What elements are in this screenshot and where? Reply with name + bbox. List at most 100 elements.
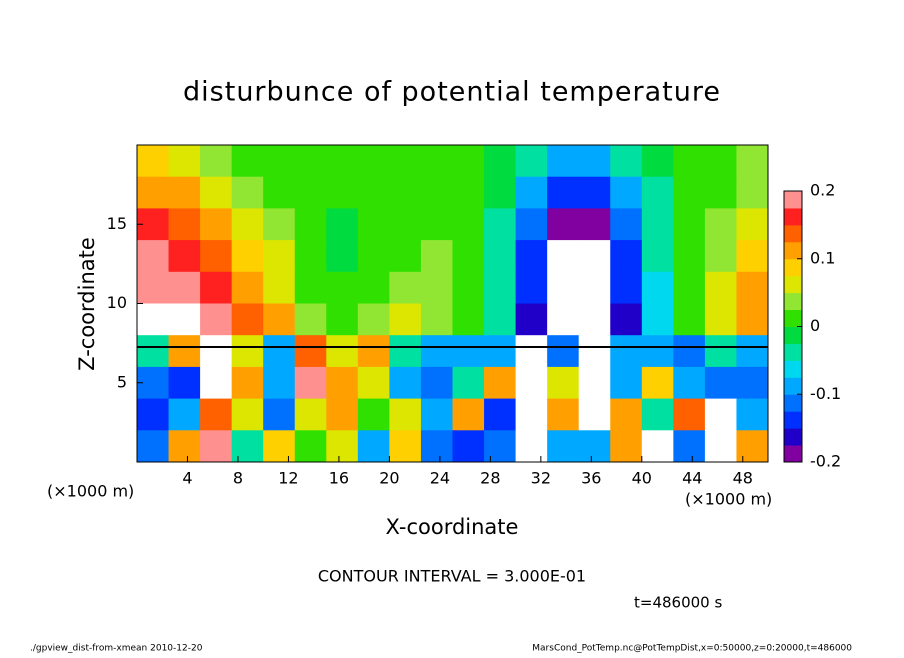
- cell: [547, 366, 580, 400]
- cell: [168, 430, 201, 463]
- cell: [420, 208, 453, 241]
- cell: [704, 240, 737, 273]
- cell: [547, 208, 580, 241]
- cell: [231, 176, 264, 209]
- cell: [578, 145, 611, 178]
- cell: [168, 240, 201, 273]
- x-tick-label: 4: [182, 469, 192, 488]
- cell: [578, 303, 611, 336]
- cell: [610, 398, 643, 431]
- cell: [231, 366, 264, 400]
- cell: [357, 240, 390, 273]
- cell: [736, 335, 769, 368]
- cell: [515, 240, 548, 273]
- cell: [610, 145, 643, 178]
- cell: [389, 208, 422, 241]
- cell: [263, 145, 296, 178]
- cell: [736, 366, 769, 400]
- cell: [231, 240, 264, 273]
- cell: [200, 208, 233, 241]
- chart-title: disturbunce of potential temperature: [183, 77, 721, 108]
- cell: [200, 303, 233, 336]
- cell: [641, 430, 674, 463]
- cell: [200, 271, 233, 304]
- cell: [263, 335, 296, 368]
- cell: [515, 303, 548, 336]
- cell: [137, 271, 170, 304]
- cell: [515, 366, 548, 400]
- cell: [704, 366, 737, 400]
- cell: [547, 430, 580, 463]
- cell: [263, 176, 296, 209]
- cell: [736, 303, 769, 336]
- cell: [641, 208, 674, 241]
- cell: [610, 271, 643, 304]
- cell: [294, 303, 327, 336]
- cell: [578, 271, 611, 304]
- colorbar-band: [784, 343, 802, 361]
- cell: [610, 303, 643, 336]
- cell: [452, 208, 485, 241]
- colorbar-band: [784, 309, 802, 327]
- colorbar-tick-label: 0.1: [810, 248, 835, 267]
- cell: [420, 335, 453, 368]
- y-tick-label: 15: [107, 214, 127, 233]
- x-tick-label: 24: [430, 469, 450, 488]
- x-tick-label: 32: [531, 469, 551, 488]
- cell: [673, 430, 706, 463]
- cell: [484, 335, 517, 368]
- cell: [420, 366, 453, 400]
- cell: [389, 240, 422, 273]
- cell: [263, 240, 296, 273]
- cell: [704, 430, 737, 463]
- cell: [263, 366, 296, 400]
- cell: [137, 176, 170, 209]
- cell: [263, 208, 296, 241]
- cell: [610, 366, 643, 400]
- cell: [357, 335, 390, 368]
- cell: [547, 398, 580, 431]
- cell: [137, 398, 170, 431]
- cell: [326, 430, 359, 463]
- cell: [641, 271, 674, 304]
- cell: [673, 398, 706, 431]
- cell: [326, 271, 359, 304]
- cell: [294, 430, 327, 463]
- x-tick-label: 40: [632, 469, 652, 488]
- cell: [484, 430, 517, 463]
- colorbar-band: [784, 445, 802, 463]
- cell: [137, 145, 170, 178]
- cell: [389, 271, 422, 304]
- x-tick-label: 8: [233, 469, 243, 488]
- cell: [231, 303, 264, 336]
- cell: [515, 430, 548, 463]
- time-note: t=486000 s: [634, 594, 722, 612]
- cell: [326, 145, 359, 178]
- cell: [704, 271, 737, 304]
- cell: [420, 176, 453, 209]
- cell: [326, 208, 359, 241]
- cell: [452, 366, 485, 400]
- colorbar-tick-label: 0: [810, 316, 820, 335]
- cell: [168, 398, 201, 431]
- colorbar-band: [784, 360, 802, 378]
- cell: [137, 335, 170, 368]
- cell: [704, 398, 737, 431]
- y-tick-label: 5: [117, 372, 127, 391]
- cell: [420, 398, 453, 431]
- cell: [578, 398, 611, 431]
- x-axis-label: X-coordinate: [386, 515, 519, 539]
- cell: [326, 240, 359, 273]
- cell: [357, 398, 390, 431]
- cell: [673, 335, 706, 368]
- colorbar-band: [784, 207, 802, 226]
- cell: [641, 398, 674, 431]
- cell: [168, 366, 201, 400]
- colorbar-band: [784, 428, 802, 446]
- cell: [420, 430, 453, 463]
- colorbar-band: [784, 258, 802, 277]
- colorbar-tick-label: 0.2: [810, 181, 835, 200]
- cell: [200, 145, 233, 178]
- cell: [420, 303, 453, 336]
